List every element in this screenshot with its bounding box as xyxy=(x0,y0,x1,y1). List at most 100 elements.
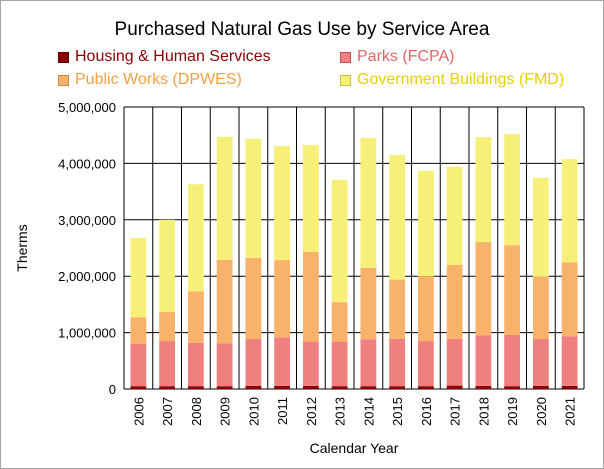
bar-segment xyxy=(159,311,176,342)
bar-segment xyxy=(446,166,463,265)
x-tick-label: 2013 xyxy=(333,397,348,426)
bar-segment xyxy=(274,337,291,386)
bar-segment xyxy=(159,386,176,389)
bar-segment xyxy=(389,338,406,387)
bar-segment xyxy=(417,170,434,277)
y-tick-label: 4,000,000 xyxy=(58,156,116,171)
bar-segment xyxy=(389,386,406,389)
bar-segment xyxy=(446,264,463,339)
legend-item-public-works: Public Works (DPWES) xyxy=(58,71,242,89)
bar-segment xyxy=(417,341,434,387)
bar-segment xyxy=(475,137,492,243)
bar-segment xyxy=(130,237,147,318)
x-tick-label: 2020 xyxy=(534,397,549,426)
bar-segment xyxy=(360,386,377,389)
bar-segment xyxy=(360,339,377,387)
bar-segment xyxy=(532,276,549,340)
bar-segment xyxy=(504,245,521,335)
legend-swatch-parks xyxy=(340,51,351,63)
x-tick-label: 2019 xyxy=(505,397,520,426)
bar-segment xyxy=(532,385,549,389)
bar-segment xyxy=(360,138,377,268)
bar-segment xyxy=(302,385,319,389)
x-tick-label: 2010 xyxy=(246,397,261,426)
x-tick-label: 2017 xyxy=(448,397,463,426)
x-tick-label: 2009 xyxy=(218,397,233,426)
legend-item-government-buildings: Government Buildings (FMD) xyxy=(340,71,564,89)
bar-segment xyxy=(216,386,233,389)
y-tick-label: 3,000,000 xyxy=(58,213,116,228)
bar-segment xyxy=(331,302,348,342)
bar-segment xyxy=(187,342,204,387)
bar-segment xyxy=(245,138,262,258)
bar-segment xyxy=(130,386,147,389)
legend-item-housing: Housing & Human Services xyxy=(58,48,271,66)
legend-item-parks: Parks (FCPA) xyxy=(340,48,454,66)
bar-segment xyxy=(274,385,291,389)
bar-segment xyxy=(216,259,233,344)
bar-segment xyxy=(561,336,578,386)
y-tick-label: 2,000,000 xyxy=(58,269,116,284)
bar-segment xyxy=(274,146,291,261)
bar-segment xyxy=(245,257,262,340)
x-tick-label: 2014 xyxy=(361,397,376,426)
bar-segment xyxy=(561,385,578,389)
bar-segment xyxy=(274,260,291,338)
y-tick-label: 5,000,000 xyxy=(58,100,116,115)
bar-segment xyxy=(216,136,233,260)
legend-swatch-housing xyxy=(58,51,69,63)
bar-segment xyxy=(446,338,463,386)
bar-segment xyxy=(504,134,521,246)
bar-segment xyxy=(187,184,204,292)
bar-segment xyxy=(417,386,434,389)
legend-swatch-government-buildings xyxy=(340,74,351,86)
bar-segment xyxy=(504,386,521,389)
x-tick-label: 2007 xyxy=(160,397,175,426)
bar-segment xyxy=(187,386,204,389)
bar-segment xyxy=(130,343,147,387)
bar-segment xyxy=(331,341,348,387)
bar-segment xyxy=(475,335,492,386)
bar-segment xyxy=(130,317,147,344)
bar-segment xyxy=(561,262,578,337)
x-tick-label: 2006 xyxy=(131,397,146,426)
x-tick-label: 2015 xyxy=(390,397,405,426)
legend-label-government-buildings: Government Buildings (FMD) xyxy=(357,71,565,88)
bar-segment xyxy=(389,279,406,339)
bar-segment xyxy=(504,334,521,387)
bar-segment xyxy=(532,177,549,277)
bar-segment xyxy=(245,339,262,386)
y-axis-title: Therms xyxy=(14,224,30,271)
x-tick-label: 2008 xyxy=(189,397,204,426)
bar-segment xyxy=(159,219,176,312)
chart-title: Purchased Natural Gas Use by Service Are… xyxy=(114,19,490,40)
y-tick-label: 1,000,000 xyxy=(58,326,116,341)
bar-segment xyxy=(475,385,492,389)
bar-segment xyxy=(159,341,176,387)
bar-segment xyxy=(389,154,406,280)
x-tick-label: 2018 xyxy=(476,397,491,426)
bar-segment xyxy=(446,385,463,389)
y-tick-label: 0 xyxy=(109,382,116,397)
bar-segment xyxy=(302,145,319,252)
legend-swatch-public-works xyxy=(58,74,69,86)
x-axis-title: Calendar Year xyxy=(310,440,399,456)
x-tick-label: 2016 xyxy=(419,397,434,426)
bar-segment xyxy=(561,159,578,263)
bar-segment xyxy=(331,179,348,303)
x-tick-label: 2021 xyxy=(563,397,578,426)
legend-label-housing: Housing & Human Services xyxy=(75,48,271,65)
bar-segment xyxy=(331,386,348,389)
legend-label-parks: Parks (FCPA) xyxy=(357,48,455,65)
x-tick-label: 2011 xyxy=(275,397,290,425)
bar-segment xyxy=(187,291,204,343)
bar-segment xyxy=(302,341,319,386)
bar-segment xyxy=(216,343,233,387)
bar-segment xyxy=(245,385,262,389)
bar-segment xyxy=(417,276,434,342)
bar-segment xyxy=(532,339,549,386)
bar-segment xyxy=(360,267,377,340)
legend-label-public-works: Public Works (DPWES) xyxy=(75,71,242,88)
